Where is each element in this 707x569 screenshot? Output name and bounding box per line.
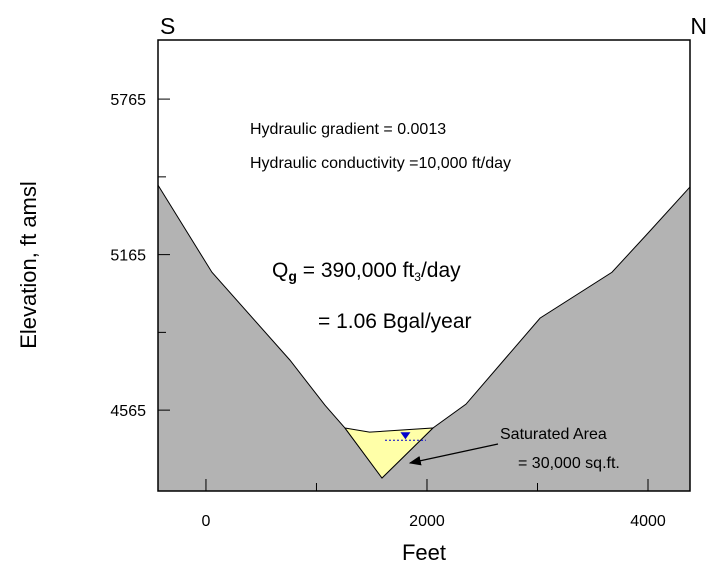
saturated-outline (344, 427, 435, 479)
annotation: = 1.06 Bgal/year (318, 310, 472, 333)
direction-n: N (690, 13, 707, 39)
y-tick-label: 4565 (110, 403, 146, 420)
annotation-part: 3 (414, 270, 421, 284)
water-marker (400, 432, 411, 440)
ground (158, 185, 690, 492)
annotation: Qg = 390,000 ft3/day (272, 259, 461, 284)
x-axis-label: Feet (402, 540, 446, 565)
x-tick-label: 0 (202, 513, 211, 530)
y-axis-label: Elevation, ft amsl (16, 181, 41, 349)
annotation: Hydraulic conductivity =10,000 ft/day (250, 155, 511, 172)
y-tick-label: 5165 (110, 248, 146, 265)
x-tick-label: 4000 (630, 513, 666, 530)
y-tick-label: 5765 (110, 92, 146, 109)
annotation: Saturated Area (500, 426, 607, 443)
annotation: Hydraulic gradient = 0.0013 (250, 121, 446, 138)
annotation-part: g (288, 268, 297, 284)
annotation-part: Q (272, 259, 288, 282)
annotation-part: = 390,000 ft (297, 259, 415, 282)
direction-s: S (160, 13, 175, 39)
x-tick-label: 2000 (409, 513, 445, 530)
annotation-part: /day (421, 259, 461, 282)
plot-frame (157, 39, 691, 492)
annotation: = 30,000 sq.ft. (518, 455, 620, 472)
arrow (408, 443, 499, 466)
